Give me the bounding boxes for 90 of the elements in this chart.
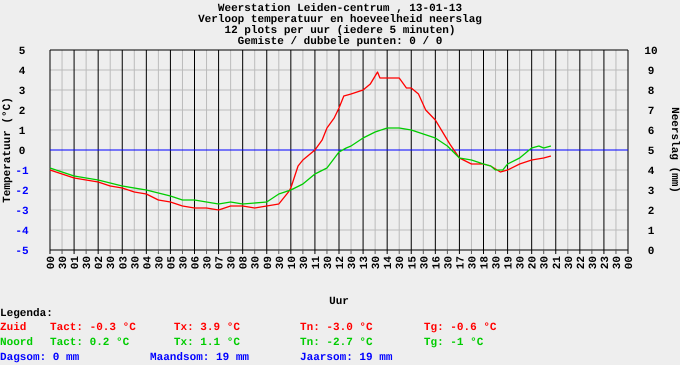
x-tick-label: 30 xyxy=(395,256,408,270)
y2-tick-label: 5 xyxy=(648,146,655,158)
y2-tick-label: 4 xyxy=(648,166,655,178)
y-tick-label: -4 xyxy=(15,226,29,238)
x-tick-label: 30 xyxy=(130,256,142,270)
text: Tx: 3.9 °C xyxy=(174,322,240,334)
y-tick-label: -3 xyxy=(15,206,29,218)
x-tick-label: 30 xyxy=(274,256,287,270)
y2-axis-title: Neerslag (mm) xyxy=(668,107,680,193)
x-tick-label: 30 xyxy=(588,256,600,270)
y-tick-label: 2 xyxy=(18,106,26,118)
chart-subtitle: Verloop temperatuur en hoeveelheid neerslag 12 plots per uur (iedere 5 minuten) Gemiste / dubbele punten: 0 / 0 xyxy=(198,14,482,48)
x-tick-label: 01 xyxy=(70,256,82,270)
y-tick-label: 4 xyxy=(18,66,26,78)
x-tick-label: 02 xyxy=(94,256,106,270)
x-tick-label: 21 xyxy=(552,256,564,270)
x-tick-label: 18 xyxy=(480,256,492,270)
x-tick-label: 06 xyxy=(190,256,202,270)
text: Dagsom: 0 mm xyxy=(0,352,80,364)
y2-tick-label: 8 xyxy=(648,86,655,98)
x-tick-label: 30 xyxy=(371,256,384,270)
x-tick-label: 30 xyxy=(298,256,311,270)
y-tick-label: -5 xyxy=(15,246,29,258)
x-tick-label: 30 xyxy=(492,256,504,270)
x-tick-label: 30 xyxy=(82,256,94,270)
x-tick-label: 30 xyxy=(250,256,263,270)
y2-tick-label: 10 xyxy=(644,46,658,58)
x-tick-label: 19 xyxy=(504,256,516,270)
y-tick-label: 0 xyxy=(18,146,26,158)
x-tick-label: 17 xyxy=(455,256,468,270)
y2-tick-label: 9 xyxy=(648,66,654,78)
x-axis-title: Uur xyxy=(329,296,349,308)
x-tick-label: 07 xyxy=(214,256,227,270)
x-tick-label: 15 xyxy=(407,256,420,270)
y2-tick-label: 0 xyxy=(648,246,654,258)
x-tick-label: 30 xyxy=(58,256,70,270)
text: Maandsom: 19 mm xyxy=(150,352,250,364)
x-tick-label: 09 xyxy=(262,256,275,270)
x-tick-label: 16 xyxy=(431,256,444,270)
text: Tn: -3.0 °C xyxy=(300,322,374,334)
y-tick-label: -1 xyxy=(15,166,29,178)
x-tick-label: 20 xyxy=(528,256,540,270)
y2-tick-label: 6 xyxy=(648,126,654,138)
text: Jaarsom: 19 mm xyxy=(300,352,393,364)
text: Legenda: xyxy=(0,308,53,320)
text: Zuid xyxy=(0,322,26,334)
x-tick-label: 08 xyxy=(238,256,251,270)
y2-tick-label: 1 xyxy=(648,226,655,238)
x-tick-label: 30 xyxy=(540,256,552,270)
x-tick-label: 30 xyxy=(419,256,432,270)
text: Tg: -0.6 °C xyxy=(424,322,497,334)
x-tick-label: 04 xyxy=(142,256,154,270)
x-tick-label: 30 xyxy=(443,256,456,270)
text: Noord xyxy=(0,337,34,349)
x-tick-label: 30 xyxy=(202,256,215,270)
y-tick-label: 5 xyxy=(18,46,26,58)
x-tick-label: 10 xyxy=(286,256,299,270)
x-tick-label: 03 xyxy=(118,256,130,270)
x-tick-label: 30 xyxy=(178,256,190,270)
y-tick-label: 1 xyxy=(18,126,26,138)
chart-title: Weerstation Leiden-centrum , 13-01-13 xyxy=(218,3,463,15)
x-tick-label: 30 xyxy=(322,256,335,270)
x-tick-label: 00 xyxy=(624,256,636,270)
x-tick-label: 22 xyxy=(576,256,588,270)
y2-tick-label: 3 xyxy=(648,186,655,198)
x-tick-label: 14 xyxy=(383,256,396,270)
y-axis-title: Temperatuur (°C) xyxy=(2,97,14,203)
x-tick-label: 12 xyxy=(335,256,347,270)
x-tick-label: 13 xyxy=(359,256,372,270)
text: Tg: -1 °C xyxy=(424,337,484,349)
x-tick-label: 30 xyxy=(154,256,166,270)
x-tick-label: 05 xyxy=(166,256,178,270)
x-tick-label: 30 xyxy=(516,256,528,270)
text: Tn: -2.7 °C xyxy=(300,337,374,349)
y2-tick-label: 7 xyxy=(648,106,654,118)
x-tick-label: 30 xyxy=(106,256,118,270)
x-tick-label: 30 xyxy=(347,256,360,270)
text: Tact: 0.2 °C xyxy=(50,337,130,349)
y-tick-label: -2 xyxy=(15,186,29,198)
y-tick-label: 3 xyxy=(18,86,26,98)
x-tick-label: 30 xyxy=(612,256,624,270)
x-tick-label: 11 xyxy=(310,256,323,270)
x-tick-label: 00 xyxy=(46,256,58,270)
text: Tx: 1.1 °C xyxy=(174,337,240,349)
x-tick-label: 30 xyxy=(564,256,576,270)
x-tick-label: 30 xyxy=(467,256,480,270)
x-tick-label: 23 xyxy=(600,256,612,270)
x-tick-label: 30 xyxy=(226,256,239,270)
text: Tact: -0.3 °C xyxy=(50,322,136,334)
y2-tick-label: 2 xyxy=(648,206,654,218)
